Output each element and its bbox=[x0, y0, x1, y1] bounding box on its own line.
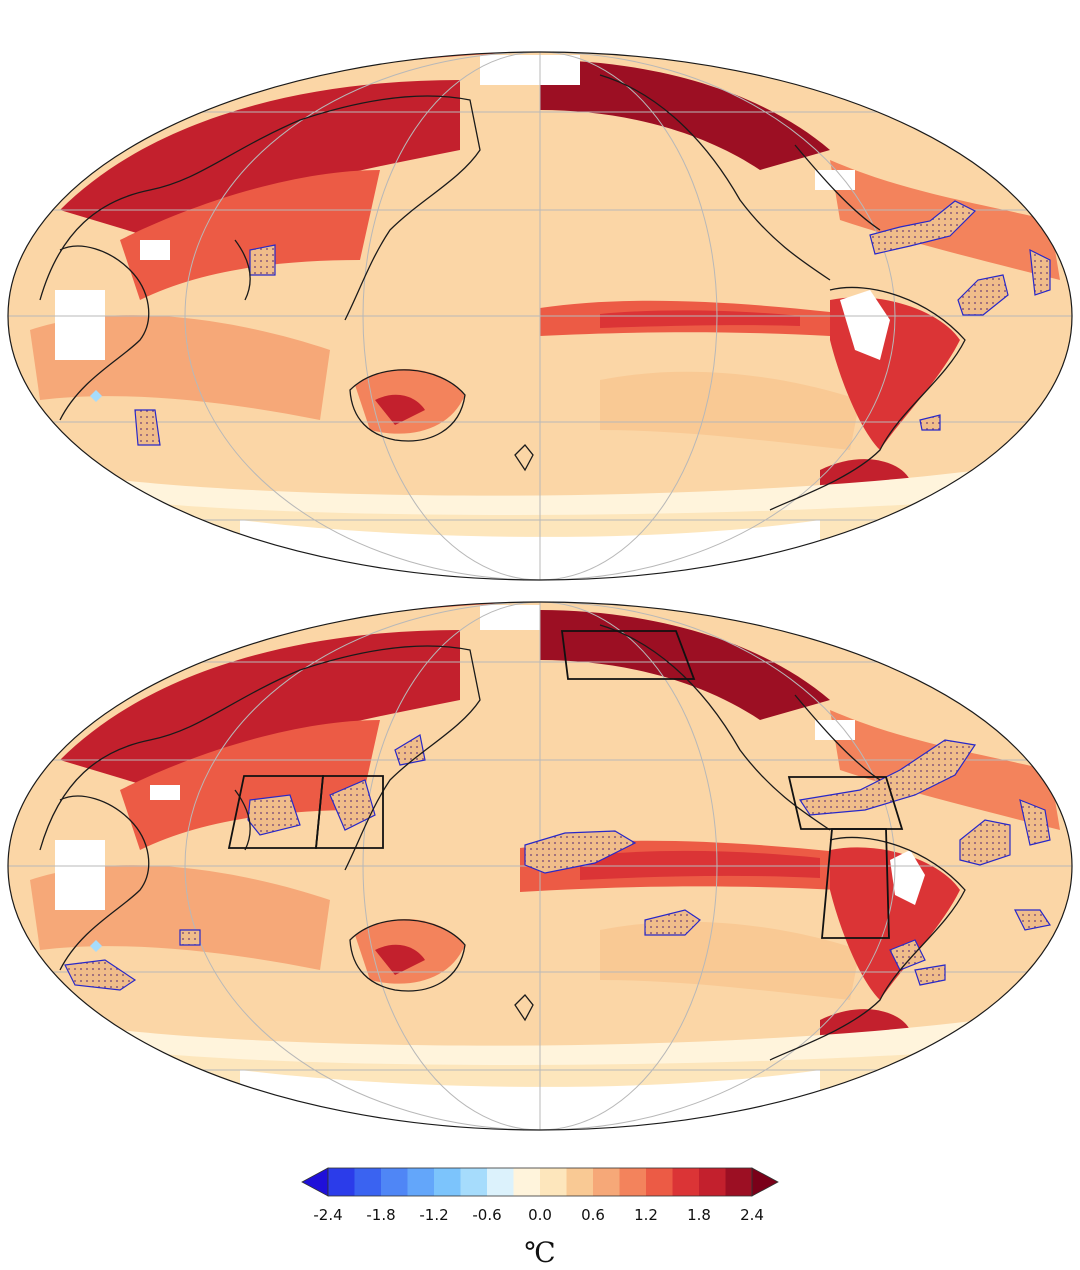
colorbar-cell bbox=[646, 1168, 673, 1196]
colorbar-cell bbox=[460, 1168, 488, 1196]
colorbar-cell bbox=[540, 1168, 567, 1196]
siberia-box bbox=[560, 630, 696, 680]
top-temperature-field bbox=[8, 52, 1072, 580]
colorbar-cells bbox=[301, 1167, 779, 1197]
colorbar-cell bbox=[328, 1168, 355, 1196]
colorbar-cell bbox=[672, 1168, 700, 1196]
colorbar-cell bbox=[725, 1168, 753, 1196]
colorbar-tick-label: 1.2 bbox=[634, 1206, 658, 1224]
bottom-coastlines bbox=[39, 624, 966, 1061]
top-significance-stipple bbox=[134, 200, 1051, 446]
colorbar-cell bbox=[381, 1168, 408, 1196]
amazon-box bbox=[821, 828, 890, 939]
colorbar-cell bbox=[487, 1168, 514, 1196]
colorbar-cell bbox=[566, 1168, 594, 1196]
colorbar-cell bbox=[354, 1168, 382, 1196]
colorbar-cell bbox=[699, 1168, 726, 1196]
colorbar-cell bbox=[407, 1168, 435, 1196]
bottom-significance-stipple bbox=[64, 734, 1051, 991]
caribbean-box bbox=[787, 776, 904, 830]
bottom-region-boxes bbox=[227, 630, 904, 939]
bottom-map-boundary bbox=[7, 601, 1073, 1131]
philippines-box bbox=[315, 775, 384, 849]
top-map-boundary bbox=[7, 51, 1073, 581]
top-map-panel bbox=[7, 51, 1073, 581]
colorbar-frame bbox=[327, 1167, 753, 1197]
colorbar-extend-min bbox=[301, 1167, 329, 1197]
top-graticule bbox=[8, 52, 1072, 580]
colorbar-cell bbox=[434, 1168, 461, 1196]
colorbar-cell bbox=[619, 1168, 647, 1196]
colorbar-cell bbox=[593, 1168, 620, 1196]
bottom-map-panel bbox=[7, 601, 1073, 1131]
colorbar-tick-label: 1.8 bbox=[687, 1206, 711, 1224]
colorbar-tick-label: -1.2 bbox=[419, 1206, 448, 1224]
colorbar-unit: ℃ bbox=[524, 1236, 555, 1269]
bottom-temperature-field bbox=[8, 602, 1072, 1130]
colorbar-tick-labels: -2.4 -1.8 -1.2 -0.6 0.0 0.6 1.2 1.8 2.4 bbox=[313, 1206, 764, 1224]
colorbar-cell bbox=[513, 1168, 541, 1196]
colorbar: -2.4 -1.8 -1.2 -0.6 0.0 0.6 1.2 1.8 2.4 ℃ bbox=[301, 1167, 779, 1269]
colorbar-tick-label: 0.6 bbox=[581, 1206, 605, 1224]
colorbar-tick-label: -1.8 bbox=[366, 1206, 395, 1224]
top-coastlines bbox=[39, 74, 966, 511]
colorbar-extend-max bbox=[751, 1167, 779, 1197]
colorbar-tick-label: 2.4 bbox=[740, 1206, 764, 1224]
colorbar-tick-label: 0.0 bbox=[528, 1206, 552, 1224]
colorbar-tick-label: -2.4 bbox=[313, 1206, 342, 1224]
colorbar-tick-label: -0.6 bbox=[472, 1206, 501, 1224]
